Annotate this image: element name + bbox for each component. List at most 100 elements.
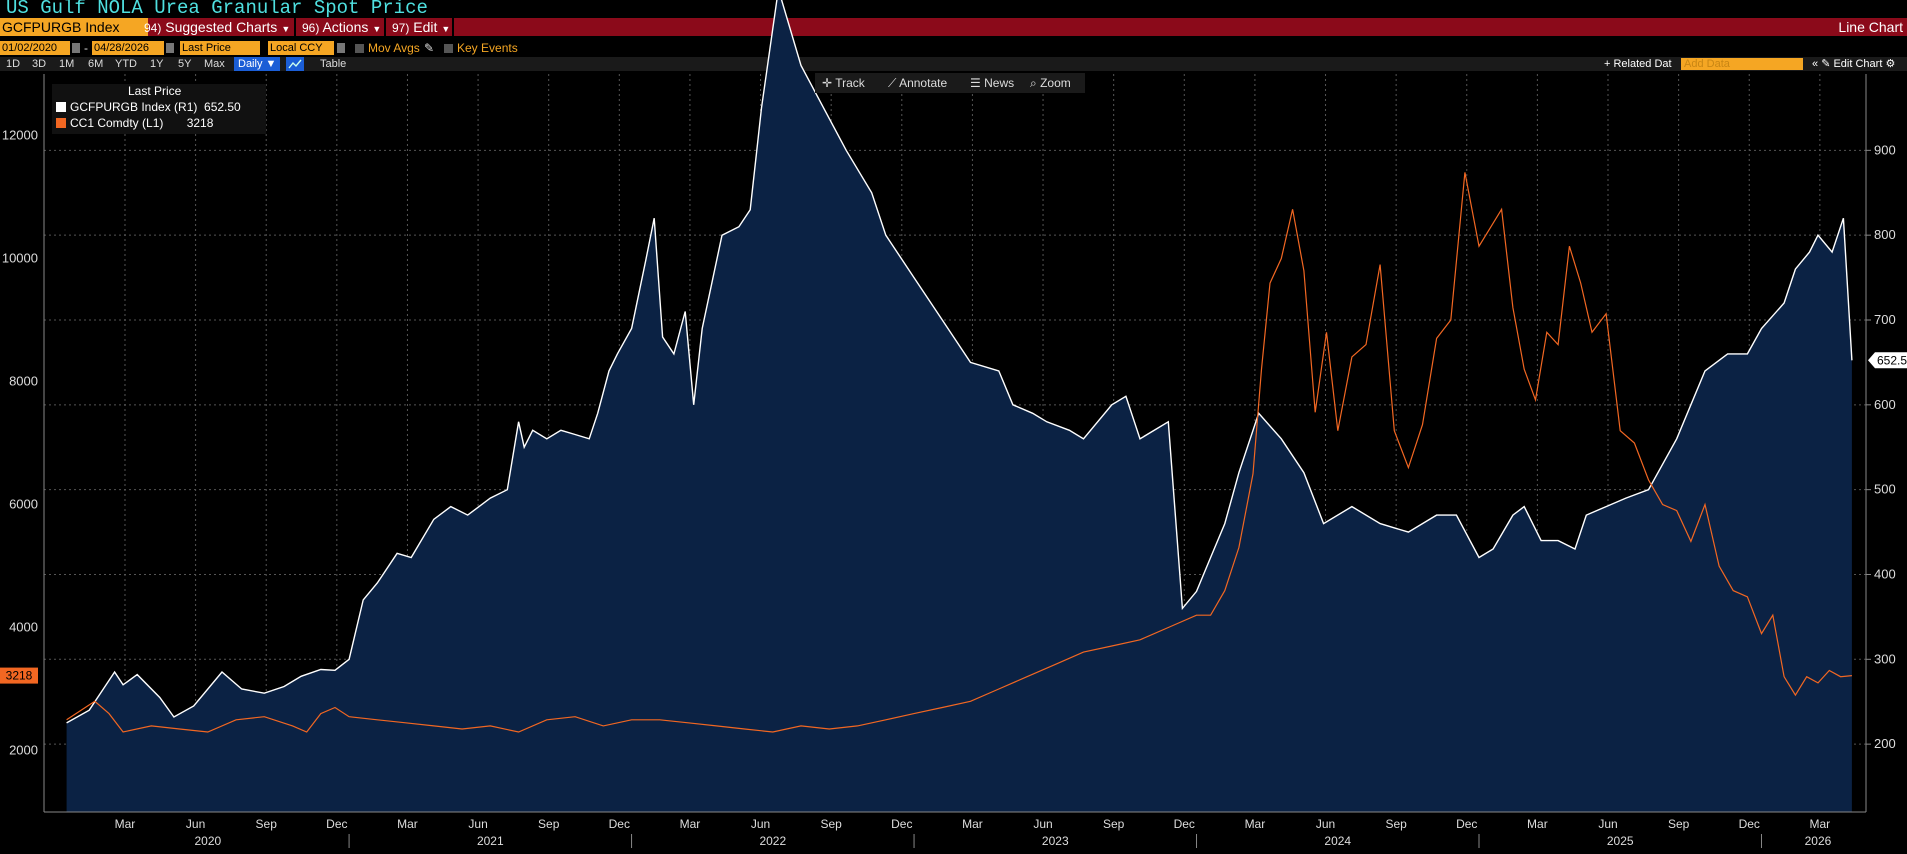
x-month-label: Mar: [397, 817, 418, 831]
x-month-label: Jun: [186, 817, 205, 831]
x-month-label: Dec: [891, 817, 912, 831]
legend-item-cocoa[interactable]: CC1 Comdty (L1) 3218: [56, 116, 213, 130]
x-year-label: 2022: [759, 834, 786, 848]
legend-label: GCFPURGB Index (R1): [70, 100, 198, 114]
x-month-label: Dec: [326, 817, 347, 831]
range-max[interactable]: Max: [204, 58, 225, 70]
chart-toolbar: [815, 73, 1085, 93]
right-tick-label: 400: [1874, 566, 1896, 581]
edit-menu[interactable]: 97) Edit ▼: [392, 18, 450, 36]
x-month-label: Jun: [1316, 817, 1335, 831]
table-button[interactable]: Table: [320, 58, 347, 70]
key-events-label[interactable]: Key Events: [457, 41, 518, 55]
annotate-button[interactable]: ⟋ Annotate: [888, 73, 947, 93]
legend-label: CC1 Comdty (L1): [70, 116, 164, 130]
annotate-label: Annotate: [899, 76, 948, 90]
range-1y[interactable]: 1Y: [150, 58, 164, 70]
ticker-field[interactable]: GCFPURGB Index: [0, 18, 148, 36]
range-5y[interactable]: 5Y: [178, 58, 192, 70]
range-ytd[interactable]: YTD: [115, 58, 137, 70]
mov-avgs-label[interactable]: Mov Avgs: [368, 41, 420, 55]
chevron-down-icon[interactable]: [337, 43, 345, 53]
left-tick-label: 12000: [2, 128, 38, 143]
range-6m[interactable]: 6M: [88, 58, 104, 70]
x-month-label: Sep: [820, 817, 842, 831]
range-bar: [0, 57, 1907, 71]
legend-item-urea[interactable]: GCFPURGB Index (R1) 652.50: [56, 100, 241, 114]
track-button[interactable]: ✛ Track: [822, 73, 865, 93]
left-tick-label: 8000: [9, 374, 38, 389]
edit-chart-button[interactable]: « ✎ Edit Chart ⚙: [1812, 57, 1895, 71]
x-month-label: Mar: [1245, 817, 1266, 831]
right-tick-label: 200: [1874, 736, 1896, 751]
calendar-icon[interactable]: [166, 43, 174, 53]
start-date-field[interactable]: 01/02/2020: [0, 41, 70, 55]
news-icon: ☰: [970, 76, 981, 90]
calendar-icon[interactable]: [72, 43, 80, 53]
gear-icon: ⚙: [1885, 58, 1896, 70]
title-bar: [0, 18, 1907, 36]
last-value-right: 652.5: [1877, 353, 1907, 367]
news-button[interactable]: ☰ News: [970, 73, 1014, 93]
x-month-label: Dec: [1456, 817, 1477, 831]
left-tick-label: 10000: [2, 251, 38, 266]
right-tick-label: 700: [1874, 312, 1896, 327]
x-month-label: Jun: [751, 817, 770, 831]
x-month-label: Dec: [1174, 817, 1195, 831]
x-year-label: 2025: [1607, 834, 1634, 848]
add-data-input[interactable]: Add Data: [1681, 58, 1803, 70]
mov-avgs-checkbox[interactable]: [355, 44, 364, 53]
frequency-select[interactable]: Daily ▼: [234, 57, 280, 71]
magnifier-icon: ⌕: [1030, 76, 1037, 90]
x-month-label: Sep: [1668, 817, 1690, 831]
x-month-label: Dec: [1739, 817, 1760, 831]
field-select[interactable]: Last Price: [180, 41, 260, 55]
x-year-label: 2020: [194, 834, 221, 848]
range-3d[interactable]: 3D: [32, 58, 47, 70]
x-month-label: Mar: [1527, 817, 1548, 831]
range-1d[interactable]: 1D: [6, 58, 21, 70]
right-tick-label: 500: [1874, 482, 1896, 497]
chevron-down-icon: ▼: [441, 24, 451, 34]
menu-label: Edit: [413, 19, 438, 35]
actions-menu[interactable]: 96) Actions ▼: [302, 18, 381, 36]
pencil-icon[interactable]: ✎: [424, 41, 435, 55]
menu-divider: [384, 18, 386, 36]
related-data-button[interactable]: + Related Dat: [1604, 58, 1672, 70]
x-month-label: Jun: [1033, 817, 1052, 831]
range-1m[interactable]: 1M: [59, 58, 75, 70]
last-value-left: 3218: [6, 669, 33, 683]
x-month-label: Sep: [256, 817, 278, 831]
currency-select[interactable]: Local CCY: [268, 41, 334, 55]
x-month-label: Sep: [538, 817, 560, 831]
crosshair-icon: ✛: [822, 76, 833, 90]
menu-divider: [452, 18, 454, 36]
suggested-charts-menu[interactable]: 94) Suggested Charts ▼: [144, 18, 290, 36]
chart-legend[interactable]: Last Price GCFPURGB Index (R1) 652.50 CC…: [52, 84, 266, 134]
chevron-down-icon: ▼: [372, 24, 382, 34]
x-month-label: Jun: [468, 817, 487, 831]
legend-swatch: [56, 118, 66, 128]
collapse-icon: «: [1812, 58, 1819, 70]
line-chart-icon[interactable]: [286, 57, 304, 71]
chart-title: US Gulf NOLA Urea Granular Spot Price: [6, 0, 428, 19]
menu-number: 97): [392, 21, 410, 35]
end-date-field[interactable]: 04/28/2026: [92, 41, 164, 55]
menu-divider: [294, 18, 296, 36]
legend-value: 652.50: [204, 100, 241, 114]
menu-label: Suggested Charts: [165, 19, 278, 35]
frequency-label: Daily: [238, 58, 263, 70]
pencil-icon: ✎: [1821, 58, 1831, 70]
zoom-button[interactable]: ⌕ Zoom: [1030, 73, 1071, 93]
news-label: News: [984, 76, 1015, 90]
x-month-label: Mar: [962, 817, 983, 831]
key-events-checkbox[interactable]: [444, 44, 453, 53]
last-value-badge-left: [0, 667, 38, 684]
legend-header: Last Price: [128, 84, 182, 98]
date-dash: -: [84, 41, 88, 55]
left-tick-label: 6000: [9, 497, 38, 512]
right-tick-label: 900: [1874, 142, 1896, 157]
right-tick-label: 600: [1874, 397, 1896, 412]
right-tick-label: 300: [1874, 651, 1896, 666]
